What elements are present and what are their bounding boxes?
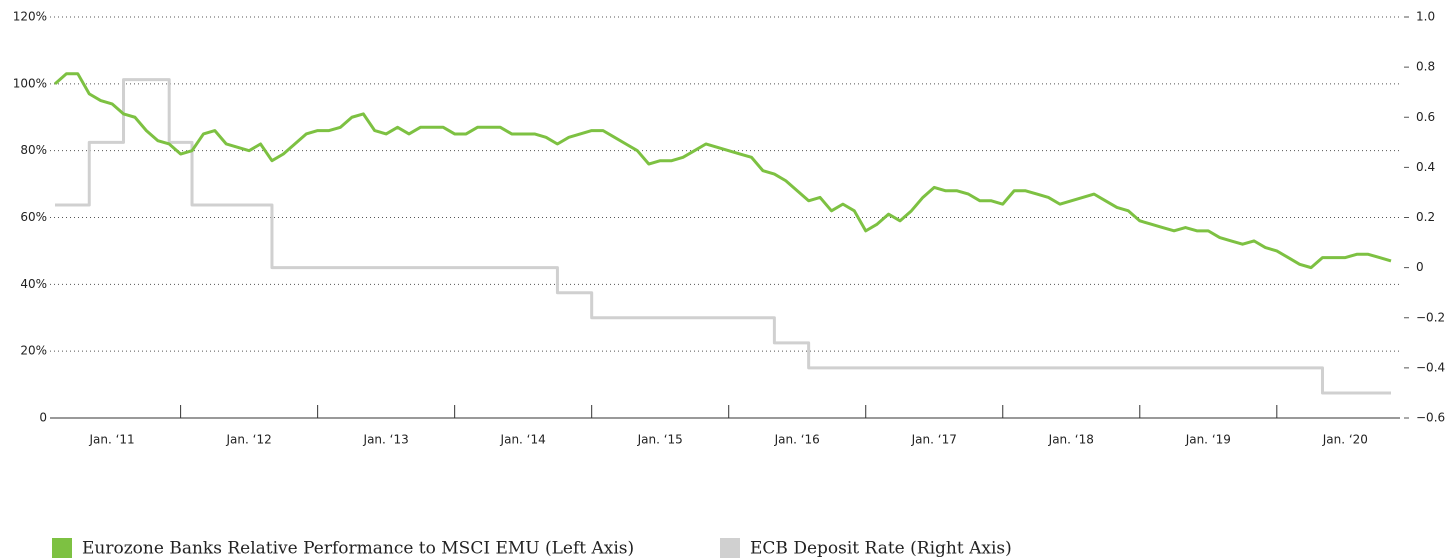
y-tick-label: 120% <box>13 10 47 24</box>
legend-label: ECB Deposit Rate (Right Axis) <box>750 539 1012 559</box>
x-tick-label: Jan. ‘11 <box>88 433 134 447</box>
y2-tick-label: 0.2 <box>1416 210 1435 224</box>
y2-tick-label: −0.2 <box>1416 310 1445 324</box>
y-tick-label: 100% <box>13 76 47 90</box>
legend-swatch <box>52 538 72 558</box>
y2-tick-label: 0.4 <box>1416 160 1435 174</box>
y2-tick-label: 0.6 <box>1416 110 1435 124</box>
y2-tick-label: −0.4 <box>1416 360 1445 374</box>
x-tick-label: Jan. ‘20 <box>1322 433 1368 447</box>
legend-label: Eurozone Banks Relative Performance to M… <box>82 539 634 559</box>
y2-tick-label: 1.0 <box>1416 10 1435 24</box>
x-tick-label: Jan. ‘16 <box>774 433 820 447</box>
series-line <box>54 72 1392 270</box>
legend-swatch <box>720 538 740 558</box>
y-tick-label: 20% <box>20 344 47 358</box>
x-tick-label: Jan. ‘14 <box>500 433 546 447</box>
y-tick-label: 80% <box>20 143 47 157</box>
y2-tick-label: 0.8 <box>1416 60 1435 74</box>
y-tick-label: 60% <box>20 210 47 224</box>
x-tick-label: Jan. ‘12 <box>226 433 272 447</box>
x-tick-label: Jan. ‘19 <box>1185 433 1231 447</box>
x-tick-label: Jan. ‘17 <box>911 433 957 447</box>
y2-tick-label: −0.6 <box>1416 411 1445 425</box>
y-tick-label: 40% <box>20 277 47 291</box>
y2-tick-label: 0 <box>1416 260 1424 274</box>
x-tick-label: Jan. ‘13 <box>363 433 409 447</box>
x-tick-label: Jan. ‘18 <box>1048 433 1094 447</box>
x-tick-label: Jan. ‘15 <box>637 433 683 447</box>
series-line <box>55 78 1391 395</box>
y-tick-label: 0 <box>39 411 47 425</box>
